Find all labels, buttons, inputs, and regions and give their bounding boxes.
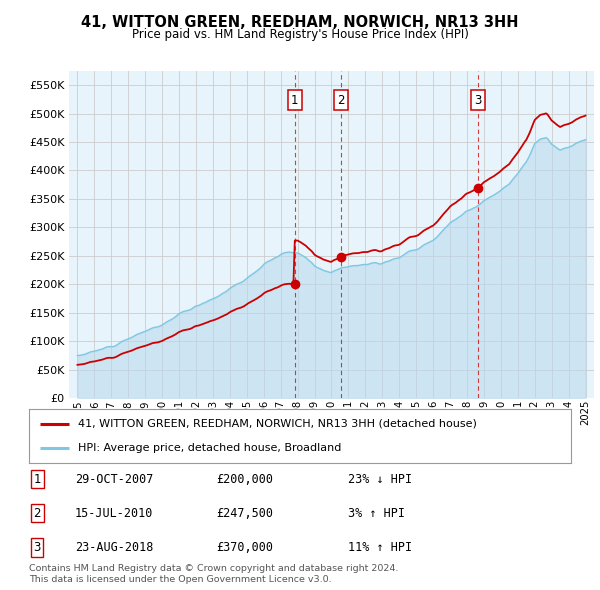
Text: 41, WITTON GREEN, REEDHAM, NORWICH, NR13 3HH (detached house): 41, WITTON GREEN, REEDHAM, NORWICH, NR13…	[77, 418, 476, 428]
Text: 1: 1	[34, 473, 41, 486]
Text: £247,500: £247,500	[216, 507, 273, 520]
Text: This data is licensed under the Open Government Licence v3.0.: This data is licensed under the Open Gov…	[29, 575, 331, 584]
Text: 3: 3	[34, 541, 41, 554]
Text: £200,000: £200,000	[216, 473, 273, 486]
Text: £370,000: £370,000	[216, 541, 273, 554]
Text: 41, WITTON GREEN, REEDHAM, NORWICH, NR13 3HH: 41, WITTON GREEN, REEDHAM, NORWICH, NR13…	[81, 15, 519, 30]
Text: 29-OCT-2007: 29-OCT-2007	[75, 473, 154, 486]
Text: 3: 3	[475, 94, 482, 107]
Text: 11% ↑ HPI: 11% ↑ HPI	[348, 541, 412, 554]
Text: 15-JUL-2010: 15-JUL-2010	[75, 507, 154, 520]
Text: Contains HM Land Registry data © Crown copyright and database right 2024.: Contains HM Land Registry data © Crown c…	[29, 565, 398, 573]
Text: 23-AUG-2018: 23-AUG-2018	[75, 541, 154, 554]
Text: 2: 2	[34, 507, 41, 520]
Text: Price paid vs. HM Land Registry's House Price Index (HPI): Price paid vs. HM Land Registry's House …	[131, 28, 469, 41]
Text: HPI: Average price, detached house, Broadland: HPI: Average price, detached house, Broa…	[77, 444, 341, 454]
Text: 2: 2	[337, 94, 344, 107]
Text: 1: 1	[291, 94, 298, 107]
Text: 23% ↓ HPI: 23% ↓ HPI	[348, 473, 412, 486]
Text: 3% ↑ HPI: 3% ↑ HPI	[348, 507, 405, 520]
